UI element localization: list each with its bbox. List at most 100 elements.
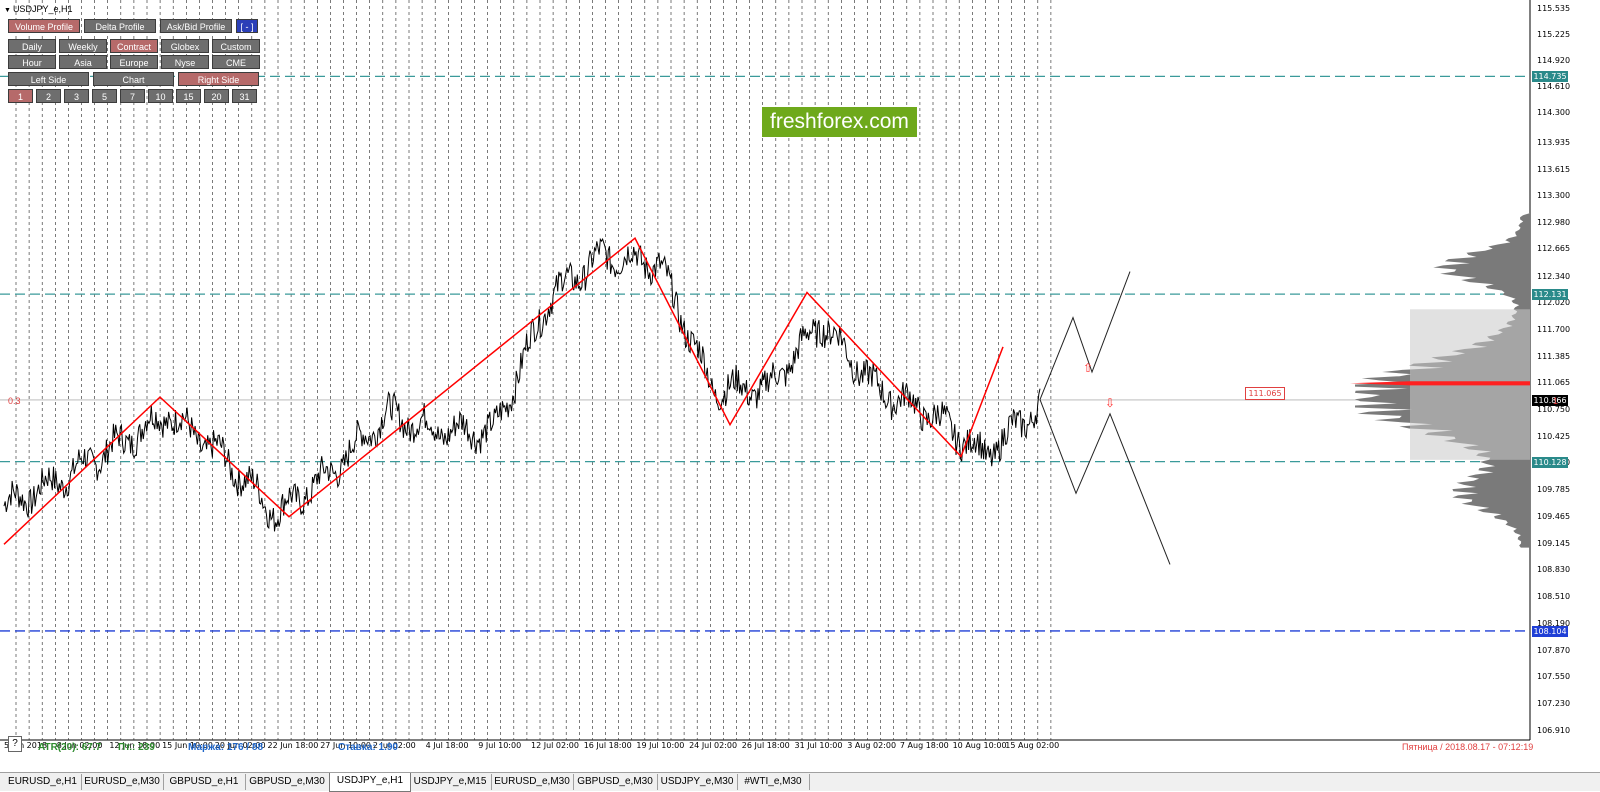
server-datetime: Пятница / 2018.08.17 - 07:12:19 [1402,742,1534,752]
time-tick-label: 7 Aug 18:00 [899,741,949,750]
time-tick-label: 16 Jul 18:00 [583,741,632,750]
chart-title: ▼ USDJPY_e,H1 [4,4,72,14]
panel-button-ask-bid-profile[interactable]: Ask/Bid Profile [160,19,232,33]
panel-button-31[interactable]: 31 [232,89,257,103]
panel-button-1[interactable]: 1 [8,89,33,103]
time-tick-label: 15 Jun 10:00 [162,741,213,750]
bearish-projection-line [1039,399,1171,565]
panel-button-7[interactable]: 7 [120,89,145,103]
price-line [3,237,1041,532]
time-tick-label: 3 Aug 02:00 [847,741,897,750]
time-tick-label: 9 Jul 10:00 [478,741,522,750]
price-tick-label: 109.465 [1537,512,1571,522]
panel-button-asia[interactable]: Asia [59,55,107,69]
tab-wti-e-m30[interactable]: #WTI_e,M30 [737,774,810,790]
price-tick-label: 107.870 [1537,645,1571,655]
time-tick-label: 12 Jun 18:00 [109,741,161,750]
price-tick-label: 108.190 [1537,618,1571,628]
panel-button-3[interactable]: 3 [64,89,89,103]
panel-button-custom[interactable]: Custom [212,39,260,53]
bullish-projection-line [1039,271,1131,400]
freshforex-logo: freshforex.com [762,107,917,137]
price-tick-label: 115.225 [1537,30,1571,40]
price-tick-label: 108.830 [1537,565,1571,575]
help-button[interactable]: ? [8,736,22,752]
time-tick-label: 5 Jun 2018 [4,741,48,750]
price-tick-label: 112.340 [1537,271,1571,281]
time-tick-label: 20 Jun 02:00 [214,741,266,750]
panel-button-weekly[interactable]: Weekly [59,39,107,53]
tab-usdjpy-e-m15[interactable]: USDJPY_e,M15 [409,774,492,790]
price-tick-label: 113.615 [1537,165,1571,175]
panel-button-daily[interactable]: Daily [8,39,56,53]
pt-readout: Пт.: 239 [118,742,155,753]
tab-gbpusd-e-m30[interactable]: GBPUSD_e,M30 [573,774,658,790]
panel-button-europe[interactable]: Europe [110,55,158,69]
panel-button-5[interactable]: 5 [92,89,117,103]
panel-button-left-side[interactable]: Left Side [8,72,89,86]
price-tick-label: 114.610 [1537,81,1571,91]
price-tick-label: 109.145 [1537,538,1571,548]
margin-readout: Маржа: 176 / 88 [188,742,264,753]
price-tick-label: 112.020 [1537,298,1571,308]
price-tick-label: 107.230 [1537,699,1571,709]
price-tick-label: 110.425 [1537,431,1571,441]
atr-readout: ATR(20): 67.7 [38,742,102,753]
panel-button-nyse[interactable]: Nyse [161,55,209,69]
price-tick-label: 111.385 [1537,351,1571,361]
panel-button-[interactable]: [ - ] [236,19,258,33]
price-chart[interactable]: ⇧⇩ [0,0,1600,772]
price-level-label: 112.131 [1532,289,1568,301]
price-level-label: 108.104 [1532,625,1568,637]
time-tick-label: 26 Jul 18:00 [741,741,790,750]
time-tick-label: 2 Jul 02:00 [372,741,416,750]
rate-readout: Ставка: 1.90 [338,742,398,753]
tab-eurusd-e-m30[interactable]: EURUSD_e,M30 [81,774,164,790]
panel-button-chart[interactable]: Chart [93,72,174,86]
price-tick-label: 107.550 [1537,672,1571,682]
panel-button-cme[interactable]: CME [212,55,260,69]
tab-eurusd-e-m30[interactable]: EURUSD_e,M30 [491,774,574,790]
time-tick-label: 12 Jul 02:00 [531,741,579,750]
price-level-label: 114.735 [1532,71,1568,83]
panel-button-globex[interactable]: Globex [161,39,209,53]
panel-button-contract[interactable]: Contract [110,39,158,53]
chart-window[interactable]: ⇧ ⇩ ▼ USDJPY_e,H1 Volume Profile Delta Prof… [0,0,1600,772]
panel-button-20[interactable]: 20 [204,89,229,103]
price-tick-label: 108.510 [1537,591,1571,601]
panel-button-hour[interactable]: Hour [8,55,56,69]
tab-eurusd-e-h1[interactable]: EURUSD_e,H1 [4,774,82,790]
zigzag-indicator [3,237,1004,545]
poc-price-label: 111.065 [1245,387,1285,400]
price-tick-label: 106.910 [1537,725,1571,735]
poc-bar [1350,381,1530,386]
panel-button-15[interactable]: 15 [176,89,201,103]
chart-tabs: EURUSD_e,H1 EURUSD_e,M30 GBPUSD_e,H1 GBPUSD… [0,772,1600,792]
price-level-label: 110.866 [1532,394,1568,406]
price-tick-label: 113.935 [1537,138,1571,148]
panel-button-volume-profile[interactable]: Volume Profile [8,19,80,33]
time-tick-label: 4 Jul 18:00 [425,741,469,750]
price-tick-label: 112.980 [1537,218,1571,228]
up-arrow-icon: ⇧ [1083,361,1093,375]
panel-button-right-side[interactable]: Right Side [178,72,259,86]
time-tick-label: 22 Jun 18:00 [267,741,319,750]
dropdown-arrow-icon[interactable]: ▼ [4,7,11,14]
time-tick-label: 31 Jul 10:00 [794,741,843,750]
price-tick-label: 114.920 [1537,55,1571,65]
time-tick-label: 8 Jun 02:00 [56,741,103,750]
panel-button-10[interactable]: 10 [148,89,173,103]
price-tick-label: 109.785 [1537,485,1571,495]
tab-gbpusd-e-h1[interactable]: GBPUSD_e,H1 [163,774,246,790]
price-tick-label: 111.700 [1537,325,1571,335]
time-tick-label: 19 Jul 10:00 [636,741,685,750]
panel-button-2[interactable]: 2 [36,89,61,103]
panel-button-delta-profile[interactable]: Delta Profile [84,19,156,33]
tab-gbpusd-e-m30[interactable]: GBPUSD_e,M30 [245,774,330,790]
down-arrow-icon: ⇩ [1105,396,1115,410]
time-tick-label: 15 Aug 02:00 [1005,741,1060,750]
tab-usdjpy-e-h1[interactable]: USDJPY_e,H1 [329,773,411,792]
price-tick-label: 111.065 [1537,378,1571,388]
tab-usdjpy-e-m30[interactable]: USDJPY_e,M30 [657,774,738,790]
price-tick-label: 113.300 [1537,191,1571,201]
